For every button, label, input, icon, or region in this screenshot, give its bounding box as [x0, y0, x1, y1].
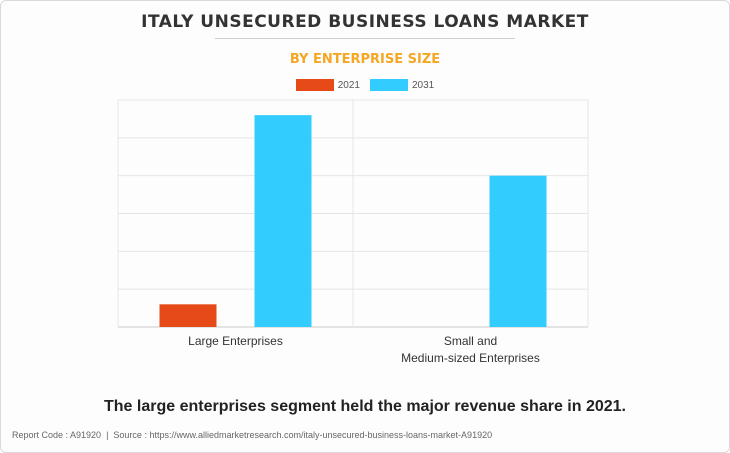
title-divider	[215, 38, 515, 39]
legend-swatch-2031	[370, 79, 408, 91]
footer-separator: |	[106, 430, 109, 440]
category-label-1-line-1: Medium-sized Enterprises	[401, 351, 540, 365]
category-label-0-line-0: Large Enterprises	[188, 334, 283, 348]
report-code: Report Code : A91920	[12, 430, 102, 440]
bar-2031-sme	[489, 175, 547, 327]
chart-subtitle: BY ENTERPRISE SIZE	[289, 52, 441, 67]
legend-swatch-2021	[295, 79, 334, 91]
legend-label-2021: 2021	[337, 79, 360, 91]
legend-item-2021[interactable]: 2021	[295, 79, 360, 91]
footer: Report Code : A91920 | Source : https://ww…	[12, 430, 722, 440]
bar-2021-large-enterprises	[159, 304, 217, 327]
legend-label-2031: 2031	[412, 79, 435, 91]
bar-2031-large-enterprises	[254, 115, 312, 327]
category-label-1-line-0: Small and	[444, 334, 497, 348]
takeaway-text: The large enterprises segment held the m…	[104, 398, 626, 415]
chart-title: ITALY UNSECURED BUSINESS LOANS MARKET	[141, 12, 589, 32]
legend-item-2031[interactable]: 2031	[370, 79, 434, 91]
legend: 2021 2031	[0, 79, 730, 91]
source-text: Source : https://www.alliedmarketresearc…	[113, 430, 493, 440]
